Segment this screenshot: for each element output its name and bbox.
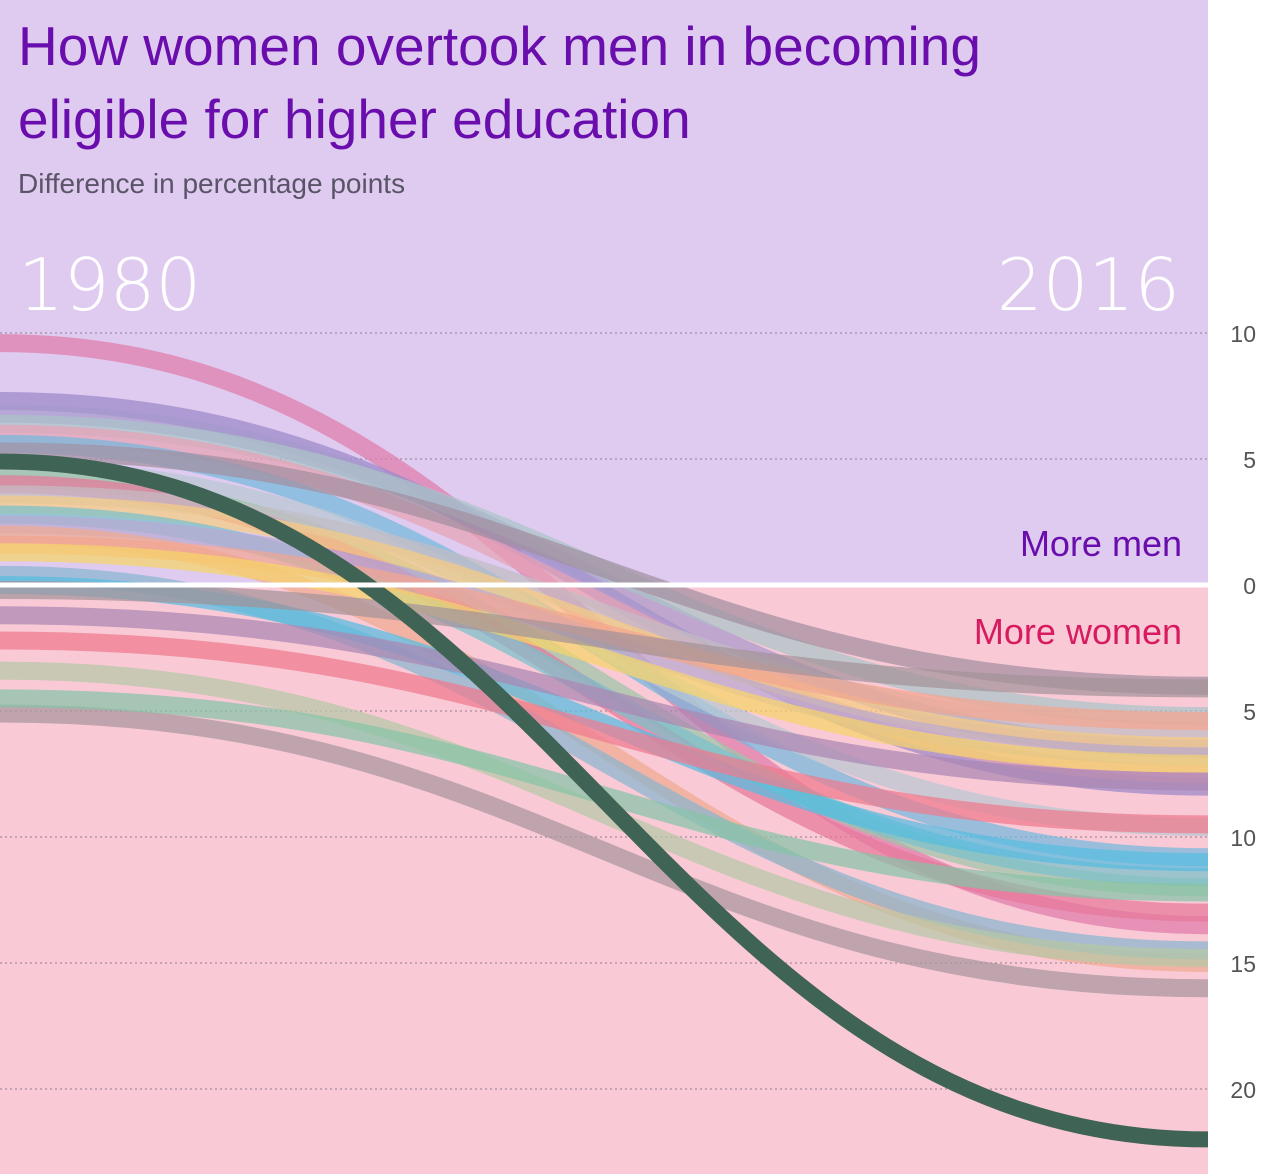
series-line xyxy=(0,543,1209,773)
series-line xyxy=(0,606,1209,791)
y-axis-ticks: 10 5 0 5 10 15 20 xyxy=(1230,321,1256,1103)
y-tick-label: 10 xyxy=(1230,321,1256,347)
end-year-label: 2016 xyxy=(997,243,1180,327)
y-tick-label: 10 xyxy=(1230,825,1256,851)
start-year-label: 1980 xyxy=(18,243,201,327)
series-line xyxy=(0,704,1209,998)
series-line xyxy=(0,661,1209,967)
chart-title-line-1: How women overtook men in becoming xyxy=(18,15,981,77)
y-tick-label: 5 xyxy=(1243,699,1256,725)
series-line xyxy=(0,631,1209,834)
y-tick-label: 5 xyxy=(1243,447,1256,473)
series-lines xyxy=(0,334,1209,1148)
chart-subtitle: Difference in percentage points xyxy=(18,168,405,199)
y-tick-label: 20 xyxy=(1230,1077,1256,1103)
chart-title-line-2: eligible for higher education xyxy=(18,88,691,150)
more-men-label: More men xyxy=(1020,523,1182,564)
series-line xyxy=(0,442,1209,695)
y-tick-label: 0 xyxy=(1243,573,1256,599)
y-tick-label: 15 xyxy=(1230,951,1256,977)
series-line xyxy=(0,581,1209,698)
highlighted-series-line xyxy=(0,453,1209,1148)
more-women-label: More women xyxy=(974,611,1182,652)
